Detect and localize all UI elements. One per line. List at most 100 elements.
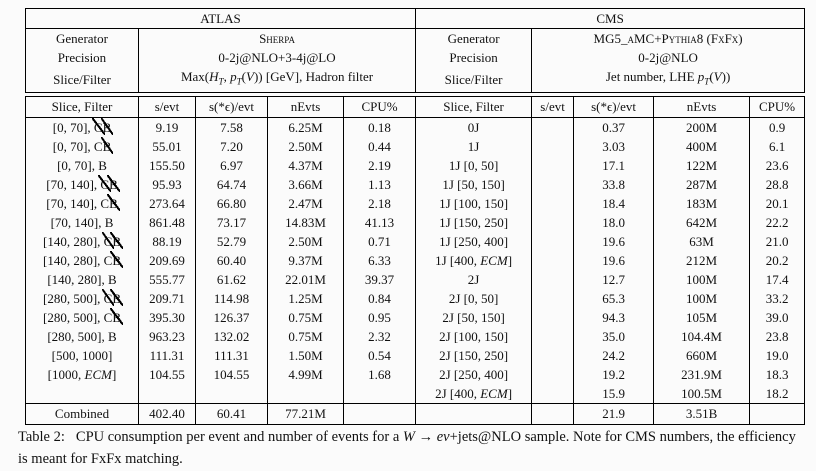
atlas-value-cell: 73.17 xyxy=(195,212,268,232)
cms-value-cell xyxy=(531,269,575,289)
cms-slice-cell: 2J xyxy=(415,269,533,289)
atlas-value-cell: 2.18 xyxy=(342,193,417,213)
cms-value-cell: 17.4 xyxy=(749,269,806,289)
atlas-value-cell: 6.25M xyxy=(267,117,344,137)
cms-value-cell: 660M xyxy=(653,345,751,365)
column-header: Slice, Filter xyxy=(25,95,139,118)
atlas-slice-cell: [280, 500], CB xyxy=(25,307,139,327)
cms-value-cell xyxy=(531,288,575,308)
atlas-value-cell: 104.55 xyxy=(138,364,196,384)
cms-value-cell: 6.1 xyxy=(749,136,806,156)
atlas-value-cell: 6.33 xyxy=(342,250,417,270)
cms-value-cell: 0.9 xyxy=(749,117,806,137)
cms-value-cell: 3.51B xyxy=(653,402,751,425)
atlas-slice-cell: [140, 280], B xyxy=(25,269,139,289)
cms-value-cell xyxy=(531,193,575,213)
atlas-value-cell: 66.80 xyxy=(195,193,268,213)
cms-value-cell: 22.2 xyxy=(749,212,806,232)
cms-value-cell: 200M xyxy=(653,117,751,137)
atlas-section-title: ATLAS xyxy=(24,8,417,29)
table-row: [0, 70], B 155.50 6.97 4.37M 2.19 1J [0, 50] 1… xyxy=(25,155,806,175)
cms-generator-label: Generator xyxy=(415,28,533,48)
atlas-value-cell: 1.50M xyxy=(267,345,344,365)
table-caption: Table 2: CPU consumption per event and nu… xyxy=(18,426,800,470)
cms-value-cell: 18.0 xyxy=(573,212,655,232)
atlas-value-cell: 61.62 xyxy=(195,269,268,289)
cms-value-cell: 100M xyxy=(653,269,751,289)
cms-value-cell xyxy=(531,136,575,156)
cms-slice-cell: 2J [150, 250] xyxy=(415,345,533,365)
cms-value-cell xyxy=(531,174,575,194)
cms-value-cell xyxy=(531,231,575,251)
cms-value-cell xyxy=(531,212,575,232)
column-header: s/evt xyxy=(531,95,575,118)
atlas-value-cell: 2.32 xyxy=(342,326,417,346)
cms-value-cell xyxy=(531,250,575,270)
table-row: [140, 280], CB 88.19 52.79 2.50M 0.71 1J [250… xyxy=(25,231,806,251)
column-header: s(*ϵ)/evt xyxy=(195,95,268,118)
atlas-value-cell: 1.68 xyxy=(342,364,417,384)
atlas-slice-cell: [0, 70], CB xyxy=(25,117,139,137)
cms-precision-value: 0-2j@NLO xyxy=(531,48,806,67)
table-body: [0, 70], CB 9.19 7.58 6.25M 0.18 0J 0.37 200M 0.… xyxy=(25,117,806,425)
atlas-value-cell: 88.19 xyxy=(138,231,196,251)
atlas-value-cell: 402.40 xyxy=(138,402,196,425)
combined-row: Combined 402.40 60.41 77.21M 21.9 3.51B xyxy=(25,402,806,425)
atlas-precision-value: 0-2j@NLO+3-4j@LO xyxy=(137,48,417,67)
cms-slicefilter-value: Jet number, LHE pT(V)) xyxy=(531,67,806,93)
atlas-value-cell: 41.13 xyxy=(342,212,417,232)
cms-value-cell: 21.0 xyxy=(749,231,806,251)
cms-value-cell: 21.9 xyxy=(573,402,655,425)
cms-value-cell: 12.7 xyxy=(573,269,655,289)
cms-value-cell: 33.2 xyxy=(749,288,806,308)
atlas-value-cell: 114.98 xyxy=(195,288,268,308)
atlas-slice-cell: [70, 140], CB xyxy=(25,193,139,213)
atlas-value-cell: 104.55 xyxy=(195,364,268,384)
atlas-value-cell: 155.50 xyxy=(138,155,196,175)
cms-section-title: CMS xyxy=(415,8,806,29)
atlas-slice-cell: [500, 1000] xyxy=(25,345,139,365)
cms-slice-cell: 0J xyxy=(415,117,533,137)
atlas-value-cell: 0.44 xyxy=(342,136,417,156)
atlas-slice-cell xyxy=(25,383,139,404)
cms-slicefilter-label: Slice/Filter xyxy=(415,67,533,93)
atlas-generator-label: Generator xyxy=(25,28,139,48)
atlas-value-cell: 64.74 xyxy=(195,174,268,194)
cms-value-cell: 33.8 xyxy=(573,174,655,194)
cms-value-cell: 19.0 xyxy=(749,345,806,365)
atlas-value-cell: 4.37M xyxy=(267,155,344,175)
cms-value-cell xyxy=(531,117,575,137)
atlas-value-cell: 861.48 xyxy=(138,212,196,232)
caption-label: Table 2: xyxy=(18,429,65,445)
atlas-value-cell: 2.50M xyxy=(267,231,344,251)
atlas-value-cell: 0.75M xyxy=(267,307,344,327)
atlas-value-cell xyxy=(195,383,268,404)
cms-value-cell: 122M xyxy=(653,155,751,175)
column-header: CPU% xyxy=(749,95,806,118)
table-row: [280, 500], CB 395.30 126.37 0.75M 0.95 2J [5… xyxy=(25,307,806,327)
atlas-value-cell: 77.21M xyxy=(267,402,344,425)
cms-value-cell: 65.3 xyxy=(573,288,655,308)
cms-slice-cell: 2J [400, ECM] xyxy=(415,383,533,404)
atlas-slicefilter-label: Slice/Filter xyxy=(25,67,139,93)
cms-value-cell xyxy=(531,326,575,346)
atlas-value-cell: 55.01 xyxy=(138,136,196,156)
cms-value-cell xyxy=(531,402,575,425)
atlas-value-cell: 209.69 xyxy=(138,250,196,270)
atlas-value-cell: 395.30 xyxy=(138,307,196,327)
section-title-row: ATLAS CMS xyxy=(24,8,806,29)
cms-slice-cell xyxy=(415,402,533,425)
cms-slice-cell: 2J [100, 150] xyxy=(415,326,533,346)
column-header: s(*ϵ)/evt xyxy=(573,95,655,118)
atlas-value-cell: 95.93 xyxy=(138,174,196,194)
atlas-value-cell: 60.41 xyxy=(195,402,268,425)
atlas-value-cell: 1.25M xyxy=(267,288,344,308)
cms-value-cell: 18.3 xyxy=(749,364,806,384)
cms-value-cell: 63M xyxy=(653,231,751,251)
atlas-value-cell: 111.31 xyxy=(195,345,268,365)
atlas-value-cell: 132.02 xyxy=(195,326,268,346)
cms-slice-cell: 1J [400, ECM] xyxy=(415,250,533,270)
cms-slice-cell: 1J [250, 400] xyxy=(415,231,533,251)
table-row: [1000, ECM] 104.55 104.55 4.99M 1.68 2J [250,… xyxy=(25,364,806,384)
